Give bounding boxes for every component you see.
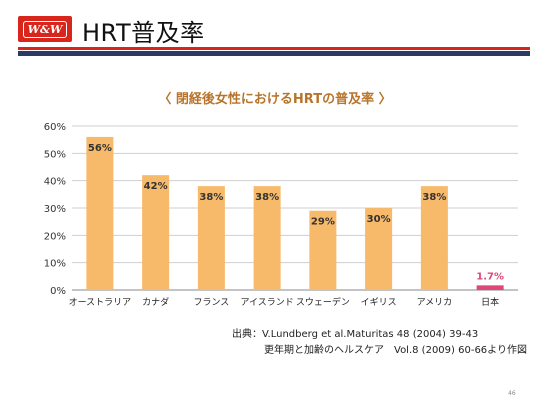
y-tick-label: 0% — [50, 286, 66, 297]
bar — [253, 186, 281, 290]
x-tick-label: スウェーデン — [296, 296, 350, 308]
x-tick-label: オーストラリア — [69, 297, 132, 308]
bar — [365, 208, 393, 290]
chart-title-open-bracket: 〈 — [158, 92, 172, 107]
slide-title: HRT普及率 — [82, 19, 205, 47]
x-tick-label: 日本 — [481, 296, 499, 308]
bar-value-label: 38% — [199, 192, 223, 203]
bar-value-label: 56% — [88, 143, 112, 154]
chart-title-close-bracket: 〉 — [378, 92, 392, 107]
y-tick-label: 10% — [44, 259, 66, 270]
bar — [309, 210, 337, 290]
x-tick-label: アメリカ — [417, 297, 453, 308]
bar-value-label: 38% — [422, 192, 446, 203]
bar — [142, 175, 170, 290]
source-line-2: 更年期と加齢のヘルスケア Vol.8 (2009) 60-66より作図 — [264, 345, 527, 356]
company-logo: W&W — [18, 16, 72, 42]
bar — [476, 285, 504, 290]
bar-value-label: 1.7% — [476, 271, 504, 282]
bar-value-label: 30% — [367, 214, 391, 225]
y-tick-label: 50% — [44, 149, 66, 160]
y-tick-label: 20% — [44, 231, 66, 242]
x-tick-label: イギリス — [361, 297, 397, 308]
bar-value-label: 42% — [144, 181, 168, 192]
source-citation: 出典：V.Lundberg et al.Maturitas 48 (2004) … — [232, 327, 527, 359]
source-line-1: 出典：V.Lundberg et al.Maturitas 48 (2004) … — [232, 329, 479, 340]
chart-title: 〈 閉経後女性におけるHRTの普及率 〉 — [0, 88, 550, 107]
y-tick-label: 30% — [44, 204, 66, 215]
bar — [197, 186, 225, 290]
header-rule-red — [18, 47, 530, 50]
y-tick-label: 40% — [44, 177, 66, 188]
bar — [420, 186, 448, 290]
chart-title-text: 閉経後女性におけるHRTの普及率 — [175, 92, 375, 107]
x-tick-label: アイスランド — [240, 297, 293, 308]
x-tick-label: カナダ — [142, 296, 169, 308]
y-tick-label: 60% — [44, 122, 66, 133]
header-rule-navy — [18, 51, 530, 56]
page-number: 46 — [508, 390, 516, 397]
x-tick-label: フランス — [193, 297, 229, 308]
logo-text: W&W — [22, 20, 68, 38]
bar-value-label: 29% — [311, 217, 335, 228]
bar-value-label: 38% — [255, 192, 279, 203]
bar — [86, 136, 114, 290]
